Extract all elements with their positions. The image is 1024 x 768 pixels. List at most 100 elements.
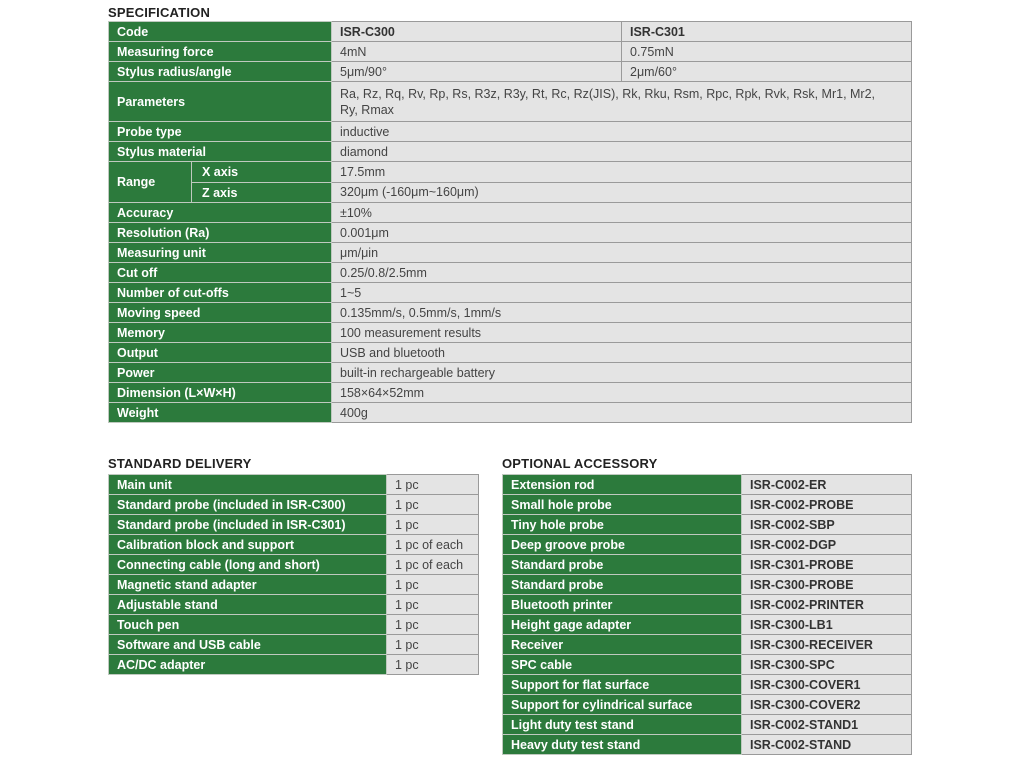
spec-label: Output <box>108 342 332 363</box>
delivery-item-label: Standard probe (included in ISR-C300) <box>108 494 387 515</box>
spec-label: Power <box>108 362 332 383</box>
delivery-item-label: Standard probe (included in ISR-C301) <box>108 514 387 535</box>
spec-label: Weight <box>108 402 332 423</box>
spec-label: Stylus radius/angle <box>108 61 332 82</box>
accessory-label: SPC cable <box>502 654 742 675</box>
optional-accessory-table: Extension rod ISR-C002-ER Small hole prob… <box>502 474 912 755</box>
spec-row: Measuring force 4mN 0.75mN <box>108 41 912 62</box>
spec-label: Memory <box>108 322 332 343</box>
spec-value: Ra, Rz, Rq, Rv, Rp, Rs, R3z, R3y, Rt, Rc… <box>331 81 912 122</box>
spec-row: Memory 100 measurement results <box>108 322 912 343</box>
spec-label: Resolution (Ra) <box>108 222 332 243</box>
accessory-code: ISR-C300-COVER2 <box>741 694 912 715</box>
x-axis-value: 17.5mm <box>331 161 912 183</box>
accessory-label: Tiny hole probe <box>502 514 742 535</box>
delivery-row: Standard probe (included in ISR-C301) 1 p… <box>108 514 479 535</box>
spec-row: Number of cut-offs 1~5 <box>108 282 912 303</box>
delivery-row: Magnetic stand adapter 1 pc <box>108 574 479 595</box>
spec-value: ±10% <box>331 202 912 223</box>
delivery-item-label: Connecting cable (long and short) <box>108 554 387 575</box>
spec-value: 158×64×52mm <box>331 382 912 403</box>
spec-label: Cut off <box>108 262 332 283</box>
spec-row: Output USB and bluetooth <box>108 342 912 363</box>
delivery-row: AC/DC adapter 1 pc <box>108 654 479 675</box>
accessory-row: Bluetooth printer ISR-C002-PRINTER <box>502 594 912 615</box>
delivery-item-label: Adjustable stand <box>108 594 387 615</box>
spec-value-c300: 5μm/90° <box>331 61 622 82</box>
delivery-row: Standard probe (included in ISR-C300) 1 p… <box>108 494 479 515</box>
delivery-item-label: AC/DC adapter <box>108 654 387 675</box>
spec-value: 100 measurement results <box>331 322 912 343</box>
accessory-code: ISR-C300-COVER1 <box>741 674 912 695</box>
standard-delivery-table: Main unit 1 pc Standard probe (included i… <box>108 474 479 675</box>
accessory-row: Support for cylindrical surface ISR-C300-… <box>502 694 912 715</box>
spec-label: Accuracy <box>108 202 332 223</box>
accessory-row: Height gage adapter ISR-C300-LB1 <box>502 614 912 635</box>
spec-row: Dimension (L×W×H) 158×64×52mm <box>108 382 912 403</box>
delivery-item-qty: 1 pc of each <box>386 534 479 555</box>
spec-value: inductive <box>331 121 912 142</box>
accessory-label: Heavy duty test stand <box>502 734 742 755</box>
optional-accessory-title: OPTIONAL ACCESSORY <box>502 456 658 471</box>
spec-label: Moving speed <box>108 302 332 323</box>
delivery-item-qty: 1 pc <box>386 474 479 495</box>
spec-value-c300: 4mN <box>331 41 622 62</box>
z-axis-value: 320μm (-160μm~160μm) <box>331 181 912 203</box>
spec-row: Weight 400g <box>108 402 912 423</box>
spec-label: Measuring force <box>108 41 332 62</box>
delivery-item-label: Touch pen <box>108 614 387 635</box>
delivery-item-qty: 1 pc <box>386 614 479 635</box>
delivery-item-label: Calibration block and support <box>108 534 387 555</box>
accessory-row: Extension rod ISR-C002-ER <box>502 474 912 495</box>
accessory-label: Small hole probe <box>502 494 742 515</box>
model-c300: ISR-C300 <box>331 21 622 42</box>
spec-label: Number of cut-offs <box>108 282 332 303</box>
accessory-label: Standard probe <box>502 574 742 595</box>
specification-title: SPECIFICATION <box>108 5 211 20</box>
delivery-item-qty: 1 pc of each <box>386 554 479 575</box>
z-axis-label: Z axis <box>202 185 238 200</box>
spec-row: Power built-in rechargeable battery <box>108 362 912 383</box>
accessory-code: ISR-C300-SPC <box>741 654 912 675</box>
delivery-item-qty: 1 pc <box>386 634 479 655</box>
accessory-row: Light duty test stand ISR-C002-STAND1 <box>502 714 912 735</box>
spec-row-range: Range X axis Z axis 17.5mm <box>108 161 912 203</box>
delivery-row: Main unit 1 pc <box>108 474 479 495</box>
spec-row: Accuracy ±10% <box>108 202 912 223</box>
delivery-item-label: Magnetic stand adapter <box>108 574 387 595</box>
spec-row: Moving speed 0.135mm/s, 0.5mm/s, 1mm/s <box>108 302 912 323</box>
spec-row: Resolution (Ra) 0.001μm <box>108 222 912 243</box>
x-axis-label: X axis <box>192 163 331 183</box>
accessory-label: Support for cylindrical surface <box>502 694 742 715</box>
accessory-code: ISR-C002-DGP <box>741 534 912 555</box>
range-cell: Range X axis Z axis <box>108 161 332 203</box>
accessory-row: Support for flat surface ISR-C300-COVER1 <box>502 674 912 695</box>
accessory-row: Deep groove probe ISR-C002-DGP <box>502 534 912 555</box>
spec-row: Parameters Ra, Rz, Rq, Rv, Rp, Rs, R3z, … <box>108 81 912 122</box>
accessory-code: ISR-C002-SBP <box>741 514 912 535</box>
accessory-code: ISR-C301-PROBE <box>741 554 912 575</box>
spec-row: Measuring unit μm/μin <box>108 242 912 263</box>
accessory-code: ISR-C300-RECEIVER <box>741 634 912 655</box>
spec-label: Probe type <box>108 121 332 142</box>
spec-label: Stylus material <box>108 141 332 162</box>
spec-row: Stylus material diamond <box>108 141 912 162</box>
spec-value: diamond <box>331 141 912 162</box>
delivery-row: Adjustable stand 1 pc <box>108 594 479 615</box>
delivery-item-qty: 1 pc <box>386 514 479 535</box>
accessory-label: Height gage adapter <box>502 614 742 635</box>
spec-label: Parameters <box>108 81 332 122</box>
accessory-row: SPC cable ISR-C300-SPC <box>502 654 912 675</box>
accessory-code: ISR-C300-LB1 <box>741 614 912 635</box>
spec-row: Stylus radius/angle 5μm/90° 2μm/60° <box>108 61 912 82</box>
spec-label: Dimension (L×W×H) <box>108 382 332 403</box>
spec-value: 1~5 <box>331 282 912 303</box>
standard-delivery-title: STANDARD DELIVERY <box>108 456 252 471</box>
accessory-code: ISR-C002-ER <box>741 474 912 495</box>
accessory-row: Small hole probe ISR-C002-PROBE <box>502 494 912 515</box>
delivery-row: Calibration block and support 1 pc of eac… <box>108 534 479 555</box>
accessory-row: Standard probe ISR-C301-PROBE <box>502 554 912 575</box>
accessory-code: ISR-C300-PROBE <box>741 574 912 595</box>
range-label: Range <box>110 162 192 202</box>
delivery-item-qty: 1 pc <box>386 594 479 615</box>
